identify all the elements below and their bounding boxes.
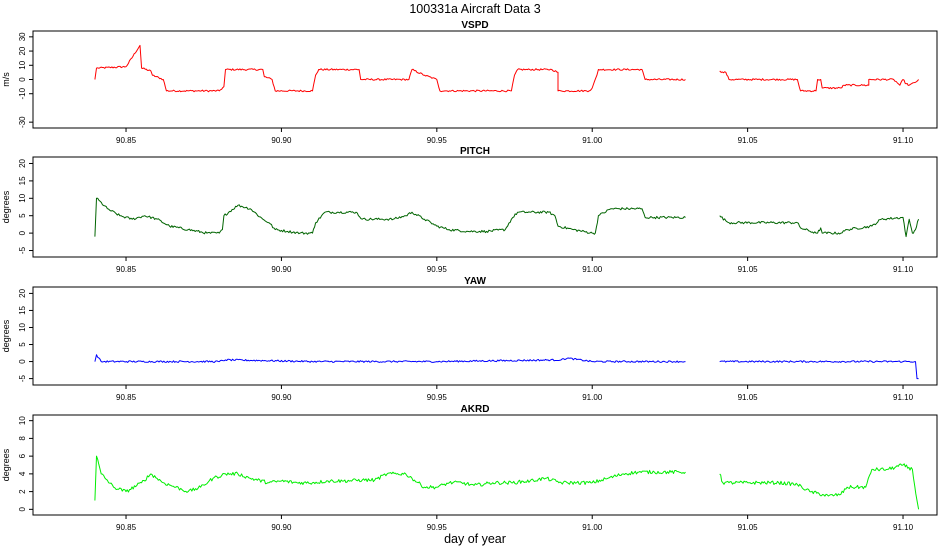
x-tick-label: 90.95 (427, 265, 448, 274)
y-tick-label: 15 (18, 305, 27, 314)
series-line-vspd (94, 44, 919, 93)
x-tick-label: 90.85 (116, 136, 137, 145)
y-tick-label: 5 (18, 213, 27, 218)
x-tick-label: 90.90 (271, 265, 292, 274)
figure-title: 100331a Aircraft Data 3 (409, 2, 540, 16)
y-axis-label: m/s (1, 72, 11, 87)
panel-pitch: PITCH degrees -5 0 5 10 15 20 90.85 90.90 90.95 91.… (1, 146, 938, 274)
y-axis-label: degrees (1, 190, 11, 223)
y-tick-label: -30 (18, 116, 27, 128)
y-tick-label: 20 (18, 158, 27, 167)
x-tick-label: 90.90 (271, 523, 292, 532)
x-tick-label: 90.85 (116, 393, 137, 402)
y-tick-label: 0 (18, 77, 27, 82)
y-tick-label: 10 (18, 193, 27, 202)
x-tick-label: 91.10 (893, 136, 914, 145)
y-tick-label: 10 (18, 416, 27, 425)
panel-title: YAW (464, 276, 486, 287)
x-tick-label: 91.10 (893, 265, 914, 274)
y-tick-label: 15 (18, 176, 27, 185)
panel-akrd: AKRD degrees 0 2 4 6 8 10 90.85 90.90 90.95 91.00 91… (1, 404, 938, 532)
panel-title: VSPD (461, 20, 488, 31)
y-tick-label: 6 (18, 453, 27, 458)
y-tick-label: 10 (18, 60, 27, 69)
series-line-akrd (94, 455, 920, 510)
x-axis-label: day of year (444, 532, 506, 546)
panel-title: PITCH (460, 146, 490, 157)
y-tick-label: -10 (18, 87, 27, 99)
y-tick-label: 0 (18, 230, 27, 235)
x-tick-label: 90.95 (427, 393, 448, 402)
y-tick-label: 20 (18, 46, 27, 55)
y-tick-label: 0 (18, 507, 27, 512)
x-tick-label: 90.95 (427, 136, 448, 145)
plot-frame (32, 156, 938, 258)
x-tick-label: 91.05 (738, 265, 759, 274)
x-tick-label: 91.00 (582, 265, 603, 274)
series-line-pitch (94, 197, 920, 238)
y-axis-label: degrees (1, 319, 11, 352)
y-tick-label: 30 (18, 32, 27, 41)
x-tick-label: 91.10 (893, 393, 914, 402)
y-tick-label: -5 (18, 246, 27, 254)
plot-frame (32, 414, 938, 516)
y-tick-label: 2 (18, 489, 27, 494)
panel-vspd: VSPD m/s -30 -10 0 10 20 30 90.85 90.90 90.95 91.00… (1, 20, 938, 145)
x-tick-label: 90.85 (116, 523, 137, 532)
y-tick-label: -5 (18, 374, 27, 382)
series-line-yaw (94, 354, 919, 380)
x-tick-label: 91.10 (893, 523, 914, 532)
x-tick-label: 90.85 (116, 265, 137, 274)
x-tick-label: 91.00 (582, 136, 603, 145)
y-axis-label: degrees (1, 448, 11, 481)
y-tick-label: 0 (18, 359, 27, 364)
x-tick-label: 91.05 (738, 393, 759, 402)
x-tick-label: 91.00 (582, 393, 603, 402)
y-tick-label: 8 (18, 436, 27, 441)
x-tick-label: 90.90 (271, 393, 292, 402)
y-tick-label: 5 (18, 342, 27, 347)
panel-yaw: YAW degrees -5 0 5 10 15 20 90.85 90.90 90.95 91.00… (1, 276, 938, 402)
plot-frame (32, 286, 938, 386)
x-tick-label: 90.90 (271, 136, 292, 145)
y-tick-label: 4 (18, 471, 27, 476)
x-tick-label: 91.05 (738, 523, 759, 532)
y-tick-label: 10 (18, 322, 27, 331)
x-tick-label: 90.95 (427, 523, 448, 532)
x-tick-label: 91.00 (582, 523, 603, 532)
y-tick-label: 20 (18, 288, 27, 297)
x-tick-label: 91.05 (738, 136, 759, 145)
panel-title: AKRD (461, 404, 490, 415)
plot-frame (32, 30, 938, 129)
